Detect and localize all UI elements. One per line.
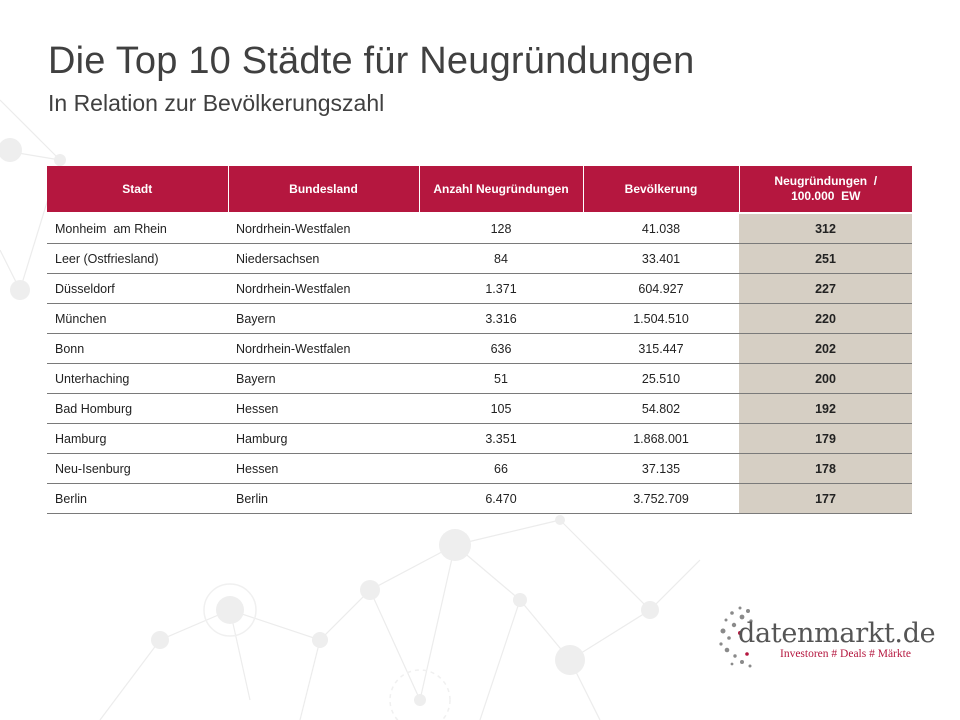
cell-stadt: Hamburg: [47, 423, 228, 454]
cell-stadt: Düsseldorf: [47, 273, 228, 304]
cell-anzahl-neugruendungen: 128: [419, 212, 583, 244]
cell-bundesland: Hamburg: [228, 423, 419, 454]
cell-anzahl-neugruendungen: 3.351: [419, 423, 583, 454]
cell-neugruendungen-pro-100000-ew: 200: [739, 363, 912, 394]
cell-bevoelkerung: 41.038: [583, 212, 739, 244]
table-row: Neu-Isenburg Hessen 66 37.135 178: [47, 453, 912, 484]
table-header-row: Stadt Bundesland Anzahl Neugründungen Be…: [47, 166, 912, 213]
cell-bundesland: Niedersachsen: [228, 243, 419, 274]
logo-wordmark: datenmarkt.de: [738, 618, 936, 649]
table-row: Bad Homburg Hessen 105 54.802 192: [47, 393, 912, 424]
cell-stadt: Unterhaching: [47, 363, 228, 394]
cell-bevoelkerung: 3.752.709: [583, 483, 739, 514]
column-header-stadt: Stadt: [47, 166, 229, 213]
cell-neugruendungen-pro-100000-ew: 312: [739, 212, 912, 244]
table-row: Bonn Nordrhein-Westfalen 636 315.447 202: [47, 333, 912, 364]
table-row: Leer (Ostfriesland) Niedersachsen 84 33.401…: [47, 243, 912, 274]
top-cities-table: Stadt Bundesland Anzahl Neugründungen Be…: [47, 166, 912, 514]
cell-anzahl-neugruendungen: 51: [419, 363, 583, 394]
table-row: Hamburg Hamburg 3.351 1.868.001 179: [47, 423, 912, 454]
cell-stadt: Berlin: [47, 483, 228, 514]
cell-stadt: Leer (Ostfriesland): [47, 243, 228, 274]
cell-anzahl-neugruendungen: 3.316: [419, 303, 583, 334]
cell-anzahl-neugruendungen: 636: [419, 333, 583, 364]
cell-neugruendungen-pro-100000-ew: 251: [739, 243, 912, 274]
table-row: München Bayern 3.316 1.504.510 220: [47, 303, 912, 334]
cell-bevoelkerung: 37.135: [583, 453, 739, 484]
cell-bundesland: Hessen: [228, 393, 419, 424]
cell-bevoelkerung: 604.927: [583, 273, 739, 304]
column-header-neugruendungen-pro-ew: Neugründungen / 100.000 EW: [739, 166, 912, 213]
cell-bevoelkerung: 1.504.510: [583, 303, 739, 334]
cell-anzahl-neugruendungen: 6.470: [419, 483, 583, 514]
cell-stadt: München: [47, 303, 228, 334]
table-row: Düsseldorf Nordrhein-Westfalen 1.371 604.92…: [47, 273, 912, 304]
cell-anzahl-neugruendungen: 1.371: [419, 273, 583, 304]
table-body: Monheim am Rhein Nordrhein-Westfalen 128 41…: [47, 212, 912, 514]
column-header-bevoelkerung: Bevölkerung: [583, 166, 740, 213]
cell-stadt: Monheim am Rhein: [47, 212, 228, 244]
column-header-bundesland: Bundesland: [228, 166, 420, 213]
cell-bundesland: Hessen: [228, 453, 419, 484]
cell-bundesland: Nordrhein-Westfalen: [228, 333, 419, 364]
logo-tagline: Investoren # Deals # Märkte: [780, 648, 911, 660]
column-header-anzahl: Anzahl Neugründungen: [419, 166, 584, 213]
cell-neugruendungen-pro-100000-ew: 227: [739, 273, 912, 304]
cell-anzahl-neugruendungen: 84: [419, 243, 583, 274]
cell-bevoelkerung: 33.401: [583, 243, 739, 274]
cell-stadt: Bonn: [47, 333, 228, 364]
page-title: Die Top 10 Städte für Neugründungen: [48, 40, 695, 82]
cell-neugruendungen-pro-100000-ew: 220: [739, 303, 912, 334]
cell-bevoelkerung: 1.868.001: [583, 423, 739, 454]
cell-stadt: Bad Homburg: [47, 393, 228, 424]
cell-anzahl-neugruendungen: 105: [419, 393, 583, 424]
table-row: Berlin Berlin 6.470 3.752.709 177: [47, 483, 912, 514]
cell-bevoelkerung: 315.447: [583, 333, 739, 364]
column-header-line-1: Neugründungen /: [774, 174, 878, 188]
cell-stadt: Neu-Isenburg: [47, 453, 228, 484]
cell-bevoelkerung: 54.802: [583, 393, 739, 424]
cell-bundesland: Berlin: [228, 483, 419, 514]
cell-bevoelkerung: 25.510: [583, 363, 739, 394]
cell-neugruendungen-pro-100000-ew: 179: [739, 423, 912, 454]
cell-neugruendungen-pro-100000-ew: 192: [739, 393, 912, 424]
cell-neugruendungen-pro-100000-ew: 202: [739, 333, 912, 364]
cell-bundesland: Nordrhein-Westfalen: [228, 273, 419, 304]
cell-bundesland: Bayern: [228, 303, 419, 334]
datenmarkt-logo: datenmarkt.de Investoren # Deals # Märkt…: [718, 604, 936, 674]
table-row: Unterhaching Bayern 51 25.510 200: [47, 363, 912, 394]
cell-bundesland: Bayern: [228, 363, 419, 394]
cell-anzahl-neugruendungen: 66: [419, 453, 583, 484]
column-header-line-2: 100.000 EW: [791, 189, 861, 203]
cell-bundesland: Nordrhein-Westfalen: [228, 212, 419, 244]
cell-neugruendungen-pro-100000-ew: 177: [739, 483, 912, 514]
page-subtitle: In Relation zur Bevölkerungszahl: [48, 90, 385, 116]
table-row: Monheim am Rhein Nordrhein-Westfalen 128 41…: [47, 212, 912, 244]
logo-dots-icon: [719, 606, 753, 668]
cell-neugruendungen-pro-100000-ew: 178: [739, 453, 912, 484]
